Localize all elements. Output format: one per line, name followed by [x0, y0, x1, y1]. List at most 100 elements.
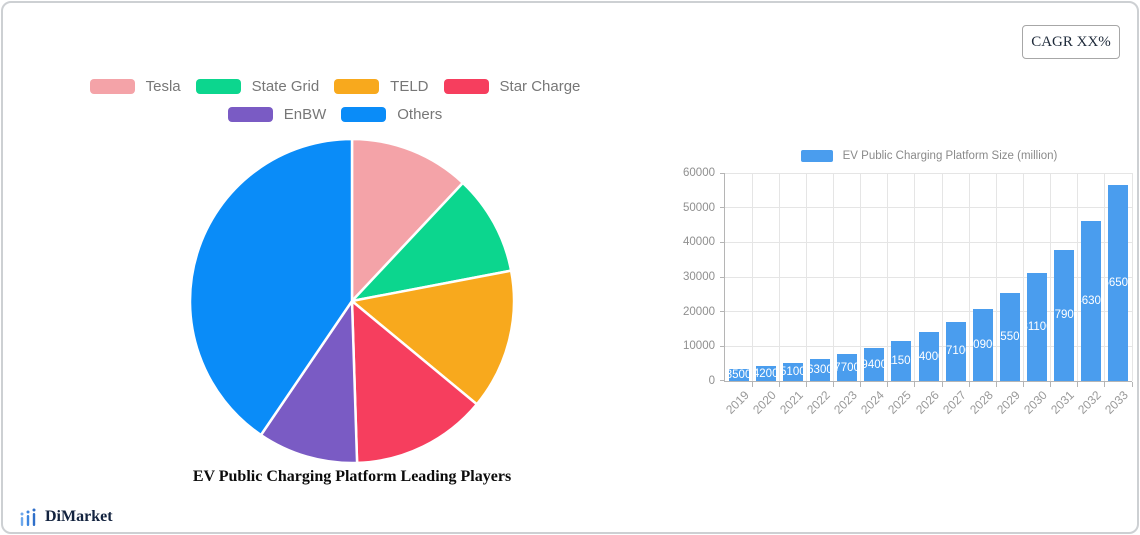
bar-value-label: 31100 — [1027, 321, 1047, 334]
x-tick — [1050, 382, 1052, 387]
pie-legend-row-1: Tesla State Grid TELD Star Charge — [3, 79, 667, 94]
brand-name: DiMarket — [45, 508, 113, 525]
x-tick — [833, 382, 835, 387]
v-gridline — [941, 173, 943, 381]
v-gridline — [1131, 173, 1133, 381]
x-tick — [805, 382, 807, 387]
v-gridline — [914, 173, 916, 381]
y-axis-label: 50000 — [683, 201, 715, 214]
pie-slice-enbw — [259, 299, 359, 465]
legend-item-teld: TELD — [334, 78, 429, 95]
bar-legend-swatch — [800, 150, 833, 162]
x-tick — [887, 382, 889, 387]
pie-chart-title: EV Public Charging Platform Leading Play… — [192, 468, 512, 485]
v-gridline — [1104, 173, 1106, 381]
y-axis-label: 30000 — [683, 271, 715, 283]
x-tick — [778, 382, 780, 387]
v-gridline — [887, 173, 889, 381]
y-tick — [720, 207, 725, 209]
y-tick — [720, 276, 725, 278]
legend-label: Star Charge — [499, 78, 581, 95]
legend-label: EnBW — [283, 106, 327, 123]
legend-swatch — [89, 79, 135, 94]
y-tick — [720, 345, 725, 347]
h-gridline — [725, 207, 1132, 209]
bar-value-label: 20900 — [973, 338, 993, 351]
pie-slice-others — [188, 137, 354, 437]
bar-value-label: 3500 — [728, 368, 749, 381]
legend-swatch — [334, 79, 380, 94]
bar-2028: 20900 — [972, 308, 993, 381]
bar-2032: 46300 — [1081, 220, 1102, 381]
bar-2029: 25500 — [999, 292, 1020, 381]
y-tick — [720, 311, 725, 313]
bar-plot-area: 3500 4200 5100 6300 7700 9400 11500 14000 17100 2… — [720, 172, 1133, 387]
legend-swatch — [227, 107, 273, 122]
x-tick — [995, 382, 997, 387]
pie-slice-state-grid — [350, 181, 513, 303]
legend-label: State Grid — [251, 78, 320, 95]
x-tick — [751, 382, 753, 387]
legend-swatch — [195, 79, 241, 94]
x-tick — [1131, 382, 1133, 387]
mini-bar-chart-icon — [20, 508, 36, 526]
legend-swatch — [341, 107, 387, 122]
bar-value-label: 37900 — [1054, 309, 1074, 322]
bar-value-label: 9400 — [864, 358, 885, 371]
v-gridline — [995, 173, 997, 381]
legend-item-enbw: EnBW — [227, 106, 327, 123]
bar-2024: 9400 — [864, 348, 885, 381]
bar-value-label: 11500 — [891, 355, 911, 368]
brand-logo: DiMarket — [19, 508, 113, 526]
x-tick — [968, 382, 970, 387]
x-tick — [1104, 382, 1106, 387]
h-gridline — [725, 241, 1132, 243]
bar-value-label: 46300 — [1081, 294, 1101, 307]
v-gridline — [968, 173, 970, 381]
bar-2027: 17100 — [945, 321, 966, 381]
h-gridline — [725, 276, 1132, 278]
pie-slice-teld — [350, 269, 516, 406]
x-tick — [1077, 382, 1079, 387]
legend-label: Others — [397, 106, 443, 123]
legend-item-tesla: Tesla — [89, 78, 181, 95]
x-tick — [914, 382, 916, 387]
bar-2026: 14000 — [918, 332, 939, 381]
bar-value-label: 7700 — [837, 361, 858, 374]
bar-chart-legend: EV Public Charging Platform Size (millio… — [719, 150, 1139, 162]
y-tick — [720, 241, 725, 243]
bar-legend-label: EV Public Charging Platform Size (millio… — [842, 150, 1058, 162]
legend-label: Tesla — [145, 78, 181, 95]
v-gridline — [1050, 173, 1052, 381]
v-gridline — [1022, 173, 1024, 381]
h-gridline — [725, 172, 1132, 174]
bar-2022: 6300 — [809, 359, 830, 381]
x-tick — [860, 382, 862, 387]
v-gridline — [751, 173, 753, 381]
bar-2023: 7700 — [837, 354, 858, 381]
v-gridline — [805, 173, 807, 381]
bar-2031: 37900 — [1054, 249, 1075, 381]
bar-2020: 4200 — [755, 366, 776, 381]
bar-value-label: 56500 — [1108, 277, 1129, 290]
legend-label: TELD — [390, 78, 429, 95]
cagr-badge: CAGR XX% — [1022, 25, 1120, 59]
bar-value-label: 17100 — [946, 345, 966, 358]
bar-2033: 56500 — [1108, 185, 1129, 381]
y-axis-label: 10000 — [683, 340, 715, 353]
v-gridline — [778, 173, 780, 381]
h-gridline — [725, 311, 1132, 313]
bar-value-label: 4200 — [755, 367, 776, 380]
x-tick — [1022, 382, 1024, 387]
y-tick — [720, 172, 725, 174]
y-axis-label: 0 — [708, 375, 715, 387]
cagr-label: CAGR XX% — [1031, 33, 1111, 50]
bar-2021: 5100 — [782, 363, 803, 381]
bar-2019: 3500 — [728, 368, 749, 381]
y-axis-label: 40000 — [683, 236, 715, 249]
v-gridline — [833, 173, 835, 381]
x-tick — [941, 382, 943, 387]
pie-legend: Tesla State Grid TELD Star Charge EnBW Other… — [3, 79, 667, 122]
legend-item-state-grid: State Grid — [195, 78, 320, 95]
bar-value-label: 25500 — [1000, 330, 1020, 343]
